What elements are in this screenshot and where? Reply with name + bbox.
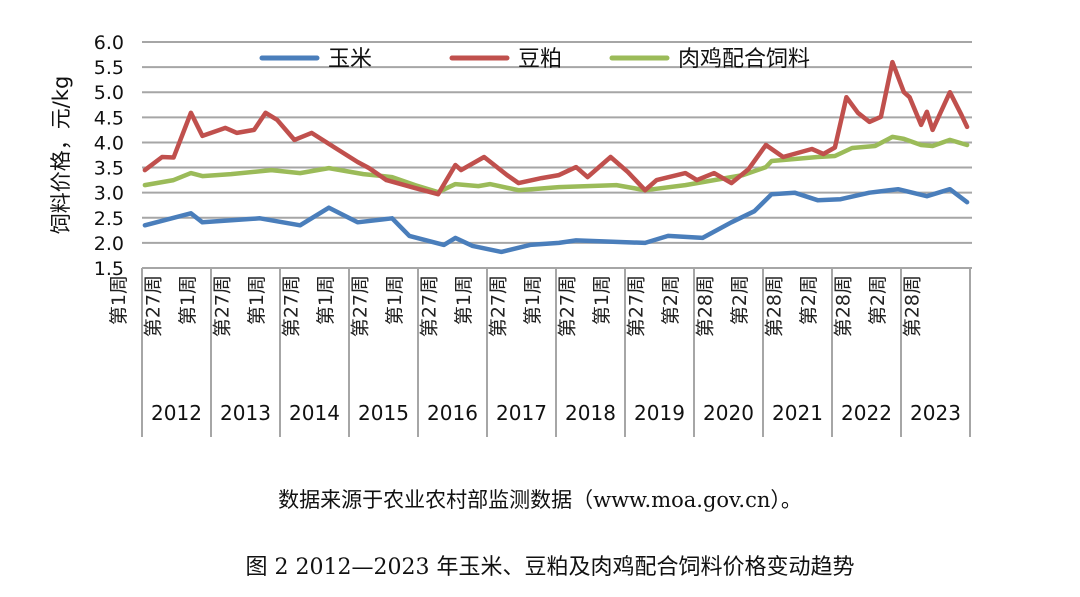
- series-line-broiler-feed: [142, 134, 970, 195]
- x-year-label: 2013: [220, 401, 271, 425]
- x-week-label: 第28周: [695, 275, 717, 337]
- y-tick-label: 4.0: [94, 132, 124, 154]
- x-week-label: 第2周: [729, 275, 751, 325]
- y-tick-label: 6.0: [94, 32, 124, 54]
- x-year-label: 2017: [496, 401, 547, 425]
- x-year-label: 2015: [358, 401, 409, 425]
- x-year-label: 2018: [565, 401, 616, 425]
- x-week-label: 第27周: [350, 275, 372, 337]
- x-year-label: 2022: [841, 401, 892, 425]
- series-lines: [142, 59, 970, 255]
- legend-label: 玉米: [328, 47, 372, 72]
- series-line-corn: [142, 186, 970, 255]
- x-year-label: 2019: [634, 401, 685, 425]
- x-week-label: 第27周: [626, 275, 648, 337]
- x-year-label: 2016: [427, 401, 478, 425]
- x-week-label: 第28周: [902, 275, 924, 337]
- y-tick-label: 5.0: [94, 82, 124, 104]
- x-week-label: 第1周: [453, 275, 475, 325]
- x-year-label: 2020: [703, 401, 754, 425]
- y-tick-label: 3.5: [94, 158, 124, 180]
- x-week-label: 第2周: [798, 275, 820, 325]
- x-week-label: 第28周: [833, 275, 855, 337]
- y-axis-tick-labels: 1.5 2.0 2.5 3.0 3.5 4.0 4.5 5.0 5.5 6.0: [94, 32, 124, 280]
- figure-title: 图 2 2012—2023 年玉米、豆粕及肉鸡配合饲料价格变动趋势: [245, 555, 855, 580]
- x-week-label: 第27周: [281, 275, 303, 337]
- y-tick-label: 3.0: [94, 183, 124, 205]
- y-tick-label: 5.5: [94, 57, 124, 79]
- y-tick-label: 2.5: [94, 208, 124, 230]
- y-axis-label: 饲料价格，元/kg: [49, 76, 73, 235]
- x-year-label: 2014: [289, 401, 340, 425]
- legend-label: 肉鸡配合饲料: [678, 47, 810, 72]
- legend-label: 豆粕: [518, 47, 562, 72]
- x-year-label: 2012: [151, 401, 202, 425]
- y-tick-label: 4.5: [94, 107, 124, 129]
- x-week-label: 第2周: [867, 275, 889, 325]
- y-tick-label: 1.5: [94, 258, 124, 280]
- x-week-label: 第1周: [591, 275, 613, 325]
- x-week-label: 第27周: [488, 275, 510, 337]
- x-week-label: 第1周: [315, 275, 337, 325]
- x-year-label: 2021: [772, 401, 823, 425]
- x-week-label: 第2周: [660, 275, 682, 325]
- x-week-label: 第27周: [557, 275, 579, 337]
- x-week-label: 第1周: [177, 275, 199, 325]
- x-year-label: 2023: [910, 401, 961, 425]
- x-axis: 2012 2013 2014 2015 2016 2017 2018 2019 2020 2021…: [108, 268, 971, 437]
- x-week-label: 第27周: [419, 275, 441, 337]
- series-line-soymeal: [142, 59, 970, 197]
- x-week-label: 第1周: [384, 275, 406, 325]
- x-week-label: 第27周: [212, 275, 234, 337]
- gridlines: [142, 41, 972, 269]
- x-week-label: 第1周: [522, 275, 544, 325]
- x-week-label: 第27周: [143, 275, 165, 337]
- x-week-label: 第1周: [246, 275, 268, 325]
- y-tick-label: 2.0: [94, 233, 124, 255]
- data-source-caption: 数据来源于农业农村部监测数据（www.moa.gov.cn）。: [278, 488, 802, 512]
- x-week-label: 第28周: [764, 275, 786, 337]
- legend: 玉米 豆粕 肉鸡配合饲料: [259, 47, 810, 72]
- x-week-label: 第1周: [108, 275, 130, 325]
